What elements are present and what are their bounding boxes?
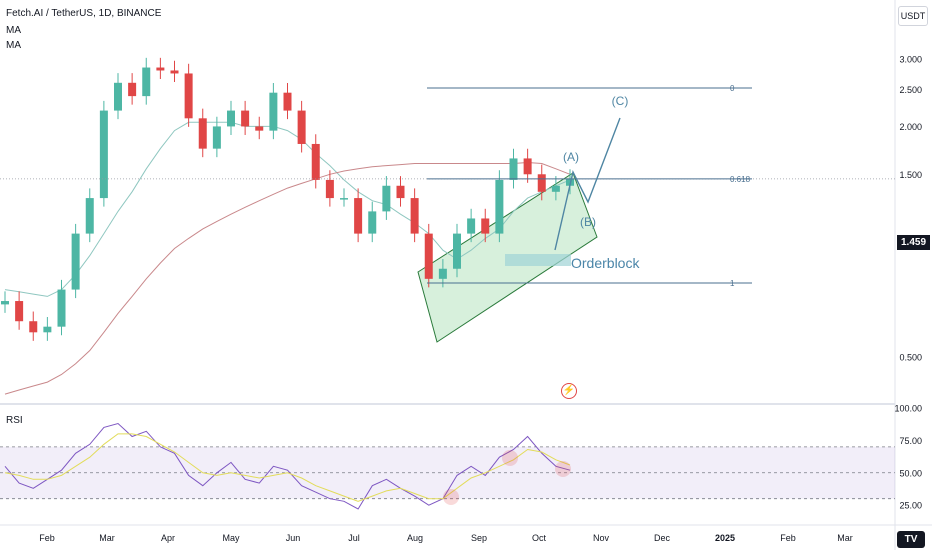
price-tick-label: 3.000 — [899, 55, 922, 65]
candle[interactable] — [99, 110, 108, 199]
rsi-signal-line[interactable] — [4, 433, 571, 502]
time-tick-label[interactable]: Oct — [532, 533, 547, 543]
orderblock-zone[interactable] — [505, 254, 571, 266]
wave-projection[interactable] — [554, 117, 621, 251]
fib-level-label: 0 — [730, 84, 735, 93]
rsi-tick-label: 75.00 — [899, 436, 922, 446]
candle[interactable] — [43, 326, 52, 333]
candle[interactable] — [481, 218, 490, 234]
divergence-marker[interactable] — [555, 461, 571, 477]
rsi-tick-label: 100.00 — [894, 404, 922, 414]
candle[interactable] — [170, 70, 179, 74]
candle[interactable] — [537, 174, 546, 192]
candle[interactable] — [325, 179, 334, 199]
price-pane[interactable] — [0, 57, 895, 395]
annotations-layer[interactable]: 0 0.618 1 (A) (B) (C) Orderblock — [427, 84, 752, 288]
candle[interactable] — [114, 82, 122, 111]
candle[interactable] — [15, 301, 24, 322]
current-price-tag: 1.459 — [897, 235, 930, 250]
price-axis[interactable]: 3.0002.5002.0001.5001.0000.500100.0075.0… — [39, 55, 922, 544]
rsi-tick-label: 25.00 — [899, 501, 922, 511]
candle[interactable] — [311, 143, 320, 180]
candle[interactable] — [241, 110, 250, 127]
candle[interactable] — [424, 233, 433, 279]
time-tick-label[interactable]: Apr — [161, 533, 175, 543]
candle[interactable] — [212, 126, 221, 149]
candle[interactable] — [396, 185, 405, 199]
time-tick-label[interactable]: 2025 — [715, 533, 735, 543]
currency-button[interactable]: USDT — [898, 6, 928, 26]
candle[interactable] — [71, 233, 80, 290]
candle[interactable] — [128, 82, 137, 97]
divergence-marker[interactable] — [443, 489, 459, 505]
candle[interactable] — [453, 233, 461, 269]
time-tick-label[interactable]: Sep — [471, 533, 487, 543]
symbol-title[interactable]: Fetch.AI / TetherUS, 1D, BINANCE — [6, 8, 162, 19]
price-tick-label: 2.500 — [899, 85, 922, 95]
fib-level-label: 1 — [730, 279, 735, 288]
time-tick-label[interactable]: Feb — [780, 533, 796, 543]
tradingview-logo-icon[interactable]: TV — [897, 531, 925, 548]
orderblock-label[interactable]: Orderblock — [571, 255, 640, 271]
candle[interactable] — [156, 67, 165, 71]
candle[interactable] — [467, 218, 476, 234]
candle[interactable] — [283, 92, 292, 111]
wave-label[interactable]: (A) — [563, 150, 579, 164]
candle[interactable] — [85, 198, 94, 234]
wave-label[interactable]: (C) — [612, 94, 629, 108]
candle[interactable] — [495, 179, 504, 234]
time-tick-label[interactable]: May — [222, 533, 240, 543]
rsi-line[interactable] — [4, 422, 571, 510]
ma-legend-1[interactable]: MA — [6, 25, 21, 36]
time-tick-label[interactable]: Nov — [593, 533, 610, 543]
candle[interactable] — [354, 198, 363, 234]
channel-layer — [417, 172, 598, 343]
candle[interactable] — [297, 110, 306, 144]
candle[interactable] — [438, 268, 447, 279]
candle[interactable] — [184, 73, 193, 119]
time-tick-label[interactable]: Feb — [39, 533, 55, 543]
candle[interactable] — [368, 211, 377, 234]
time-tick-label[interactable]: Aug — [407, 533, 423, 543]
candle[interactable] — [1, 301, 9, 305]
divergence-marker[interactable] — [502, 450, 518, 466]
candle[interactable] — [551, 185, 560, 192]
time-tick-label[interactable]: Mar — [837, 533, 853, 543]
lightning-icon[interactable]: ⚡ — [561, 383, 577, 399]
candle[interactable] — [29, 321, 38, 333]
price-tick-label: 0.500 — [899, 353, 922, 363]
ma-line-1[interactable] — [4, 121, 571, 297]
candle[interactable] — [227, 110, 235, 127]
ma-legend-2[interactable]: MA — [6, 40, 21, 51]
candle[interactable] — [198, 118, 207, 149]
wave-label[interactable]: (B) — [580, 215, 596, 229]
rsi-pane[interactable] — [0, 422, 895, 510]
candle[interactable] — [509, 158, 518, 180]
price-tick-label: 2.000 — [899, 122, 922, 132]
time-tick-label[interactable]: Mar — [99, 533, 115, 543]
time-tick-label[interactable]: Jul — [348, 533, 360, 543]
rsi-tick-label: 50.00 — [899, 468, 922, 478]
candle[interactable] — [523, 158, 532, 175]
candle[interactable] — [57, 289, 66, 327]
candle[interactable] — [340, 198, 348, 200]
rsi-label[interactable]: RSI — [6, 415, 23, 426]
candle[interactable] — [410, 198, 419, 234]
price-tick-label: 1.500 — [899, 170, 922, 180]
fib-level-label: 0.618 — [730, 175, 751, 184]
time-tick-label[interactable]: Jun — [286, 533, 301, 543]
rsi-background — [0, 407, 895, 522]
candle[interactable] — [255, 126, 264, 131]
candle[interactable] — [142, 67, 151, 97]
candle[interactable] — [269, 92, 278, 131]
ma-line-2[interactable] — [4, 161, 571, 395]
time-tick-label[interactable]: Dec — [654, 533, 671, 543]
candle[interactable] — [382, 185, 391, 212]
